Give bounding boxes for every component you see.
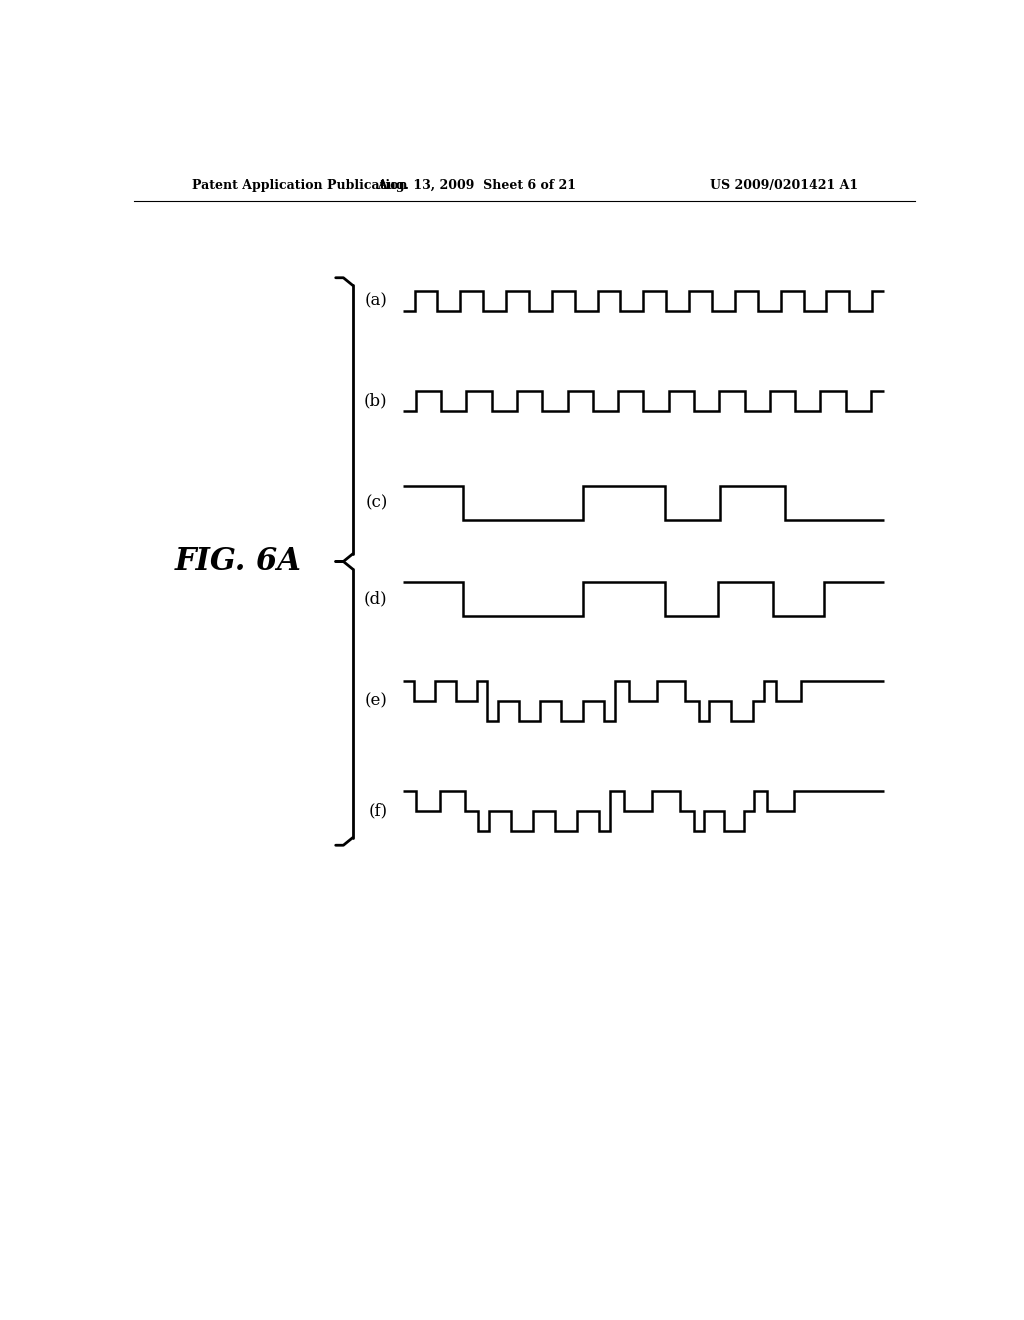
Text: FIG. 6A: FIG. 6A	[175, 546, 301, 577]
Text: (d): (d)	[364, 590, 388, 607]
Text: (f): (f)	[369, 803, 388, 820]
Text: (e): (e)	[365, 693, 388, 710]
Text: (a): (a)	[365, 292, 388, 309]
Text: Aug. 13, 2009  Sheet 6 of 21: Aug. 13, 2009 Sheet 6 of 21	[377, 178, 577, 191]
Text: Patent Application Publication: Patent Application Publication	[191, 178, 408, 191]
Text: (b): (b)	[364, 392, 388, 409]
Text: US 2009/0201421 A1: US 2009/0201421 A1	[710, 178, 858, 191]
Text: (c): (c)	[366, 495, 388, 512]
